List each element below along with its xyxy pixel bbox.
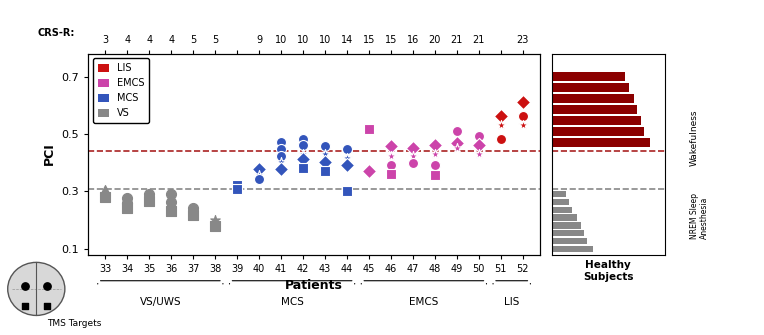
Point [341,162,353,168]
Point [429,172,441,178]
Point [297,156,309,162]
Point [494,114,507,119]
Point [297,142,309,148]
Bar [552,138,650,147]
Point [19,303,31,309]
Bar [552,246,593,252]
Point [253,177,265,182]
Point [385,143,397,149]
Text: Wakefulness: Wakefulness [690,110,698,166]
Point [275,154,287,159]
Point [429,162,441,168]
Bar [552,214,577,221]
Bar [552,94,634,103]
Point [429,142,441,148]
Point [231,183,243,188]
Point [406,154,419,159]
Point [319,168,331,174]
Point [41,303,53,309]
Point [473,151,485,156]
Point [143,198,155,203]
Point [121,195,134,200]
Legend: LIS, EMCS, MCS, VS: LIS, EMCS, MCS, VS [92,59,150,123]
Point [319,143,331,149]
Point [99,194,112,199]
Point [297,136,309,142]
Text: TMS Targets: TMS Targets [47,319,102,328]
Point [429,151,441,156]
Ellipse shape [8,262,65,316]
Point [451,145,463,150]
Point [275,159,287,165]
Point [231,187,243,192]
Point [341,155,353,160]
Point [209,217,222,222]
Point [165,200,177,205]
Text: CRS-R:: CRS-R: [37,27,75,38]
Point [297,151,309,156]
Point [319,151,331,156]
Point [275,146,287,152]
Point [494,136,507,142]
Point [41,283,53,289]
Point [406,160,419,166]
Bar [552,116,641,125]
Text: MCS: MCS [280,297,303,307]
Bar [552,230,584,237]
Point [99,187,112,193]
Point [406,145,419,150]
Point [451,140,463,146]
Bar [552,83,630,92]
Point [143,191,155,196]
Bar [552,127,644,136]
Point [253,166,265,172]
Point [209,224,222,229]
Point [473,142,485,148]
Bar [552,207,572,213]
Point [165,191,177,196]
Point [165,208,177,214]
Point [363,168,375,174]
Point [516,99,529,105]
X-axis label: Healthy
Subjects: Healthy Subjects [583,260,633,282]
Point [121,205,134,211]
Bar [552,222,581,229]
Point [341,188,353,194]
Point [516,114,529,119]
Point [385,171,397,176]
Point [319,159,331,165]
Point [494,122,507,128]
Point [385,154,397,159]
Point [121,201,134,206]
Point [473,134,485,139]
Point [253,172,265,178]
Bar [552,199,569,205]
Text: EMCS: EMCS [410,297,439,307]
Point [341,146,353,152]
Bar [552,72,625,81]
Point [275,166,287,172]
Bar [552,105,636,114]
Point [516,122,529,128]
Text: VS/UWS: VS/UWS [140,297,181,307]
Point [385,162,397,168]
Bar [552,191,566,198]
Text: NREM Sleep
Anesthesia: NREM Sleep Anesthesia [690,193,709,240]
Y-axis label: PCI: PCI [43,143,56,165]
Point [187,205,199,211]
Text: LIS: LIS [504,297,520,307]
Point [187,212,199,218]
Point [19,283,31,289]
Point [451,128,463,133]
Bar [552,238,587,244]
X-axis label: Patients: Patients [285,279,343,292]
Point [363,126,375,132]
Point [297,165,309,171]
Point [275,139,287,145]
